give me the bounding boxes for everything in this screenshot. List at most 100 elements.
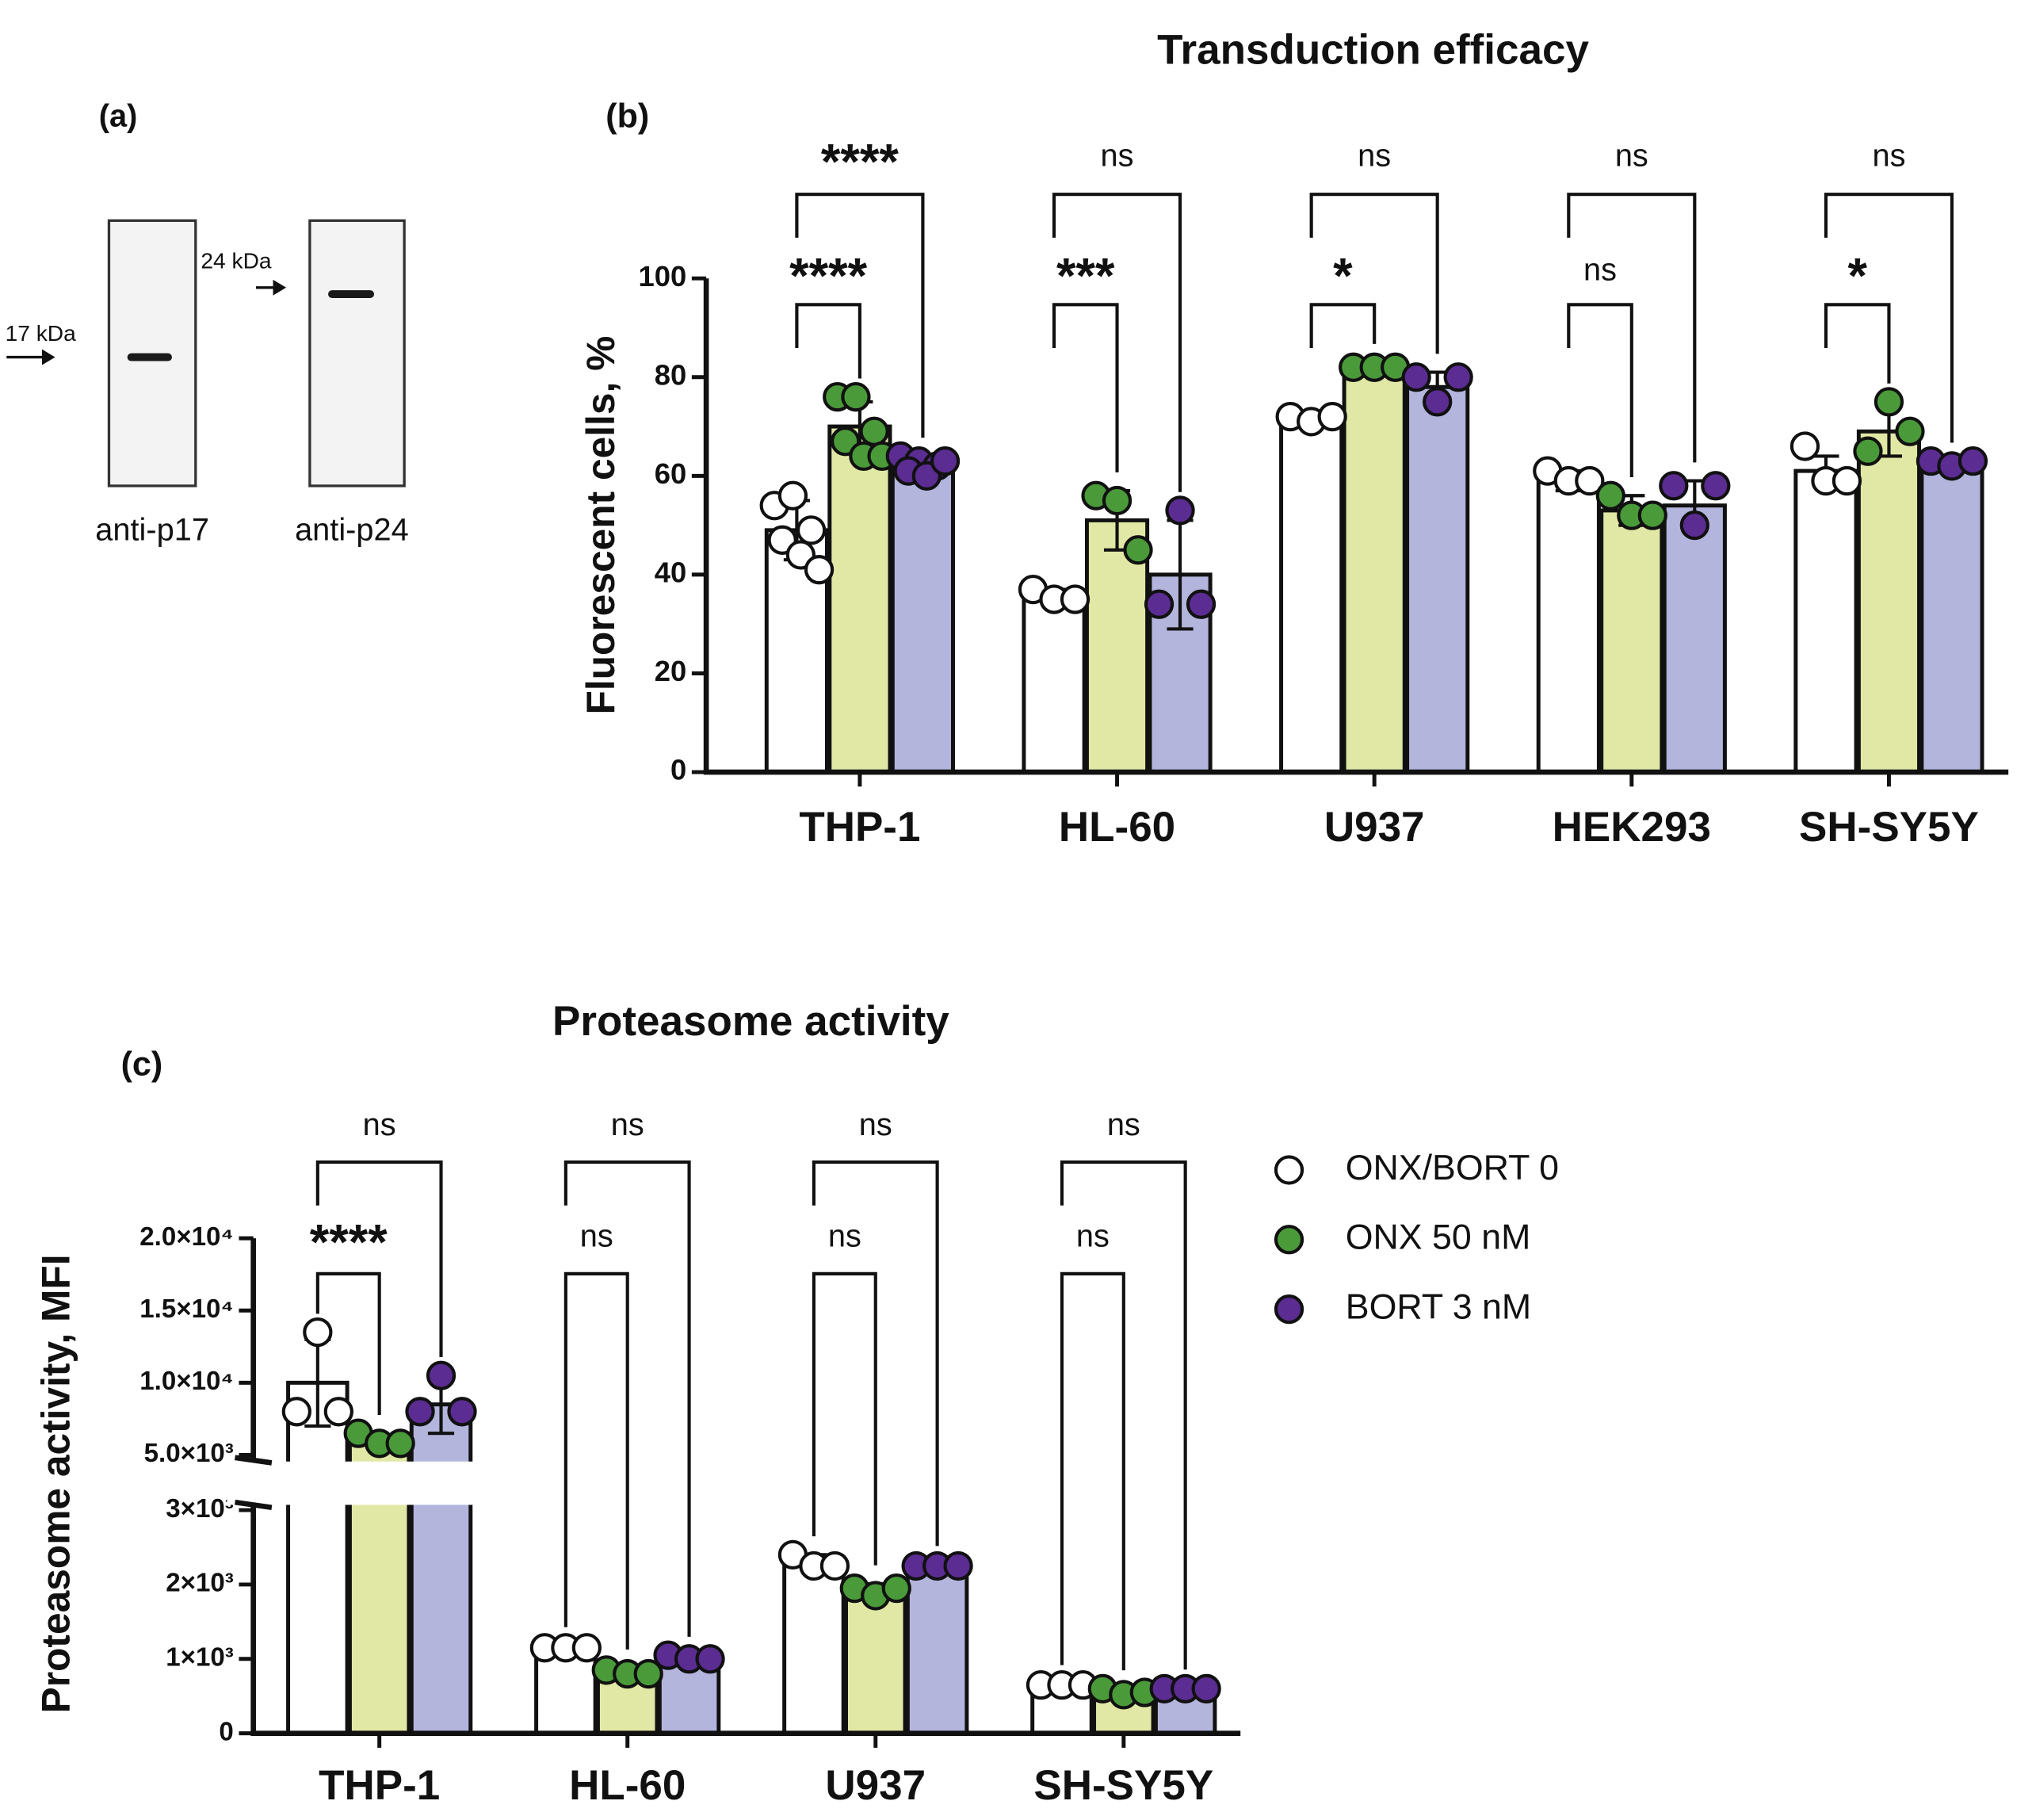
- bar: [890, 464, 955, 774]
- y-tick-label: 40: [655, 556, 687, 589]
- antibody-label: anti-p24: [295, 512, 409, 547]
- marker-label: 17 kDa: [6, 321, 77, 346]
- panel-label: (b): [605, 97, 649, 135]
- x-tick-label: HL-60: [1059, 804, 1175, 851]
- panel-a: (a) 17 kDa anti-p17 24 kDa anti-p24: [6, 99, 409, 548]
- significance-bracket: [315, 1160, 443, 1358]
- data-point: [1317, 401, 1347, 432]
- legend-label: ONX 50 nM: [1346, 1218, 1531, 1257]
- data-point: [1191, 1673, 1221, 1703]
- arrow-head: [273, 279, 287, 296]
- chart: Transduction efficacy (b) Fluorescent cell…: [579, 26, 2009, 851]
- bar: [1599, 508, 1664, 774]
- y-tick-label: 1×10³: [166, 1643, 234, 1673]
- significance-label: ns: [1101, 138, 1134, 173]
- y-tick-label: 60: [655, 457, 687, 490]
- bar: [827, 424, 892, 774]
- significance-label: *: [1847, 248, 1867, 304]
- data-point: [1895, 416, 1925, 446]
- significance-label: ****: [789, 248, 867, 304]
- data-point: [1186, 589, 1217, 619]
- data-point: [1679, 510, 1709, 541]
- data-point: [1831, 465, 1862, 496]
- significance-bracket: [563, 1271, 629, 1650]
- chart: Proteasome activity (c) Proteasome activit…: [34, 998, 1559, 1809]
- significance-bracket: [812, 1271, 877, 1566]
- y-tick-label: 2×10³: [166, 1569, 234, 1598]
- significance-label: ns: [1872, 138, 1905, 173]
- legend-label: BORT 3 nM: [1346, 1287, 1531, 1326]
- significance-label: ns: [580, 1219, 613, 1254]
- bar: [1793, 468, 1858, 774]
- bar: [1536, 479, 1601, 774]
- data-point: [1123, 535, 1153, 565]
- data-point: [633, 1658, 663, 1689]
- x-tick-label: U937: [1324, 804, 1425, 851]
- significance-bracket: [1309, 303, 1377, 348]
- significance-label: ns: [363, 1107, 396, 1142]
- data-point: [1060, 584, 1090, 614]
- data-point: [1595, 480, 1625, 510]
- blot-strip: [308, 219, 406, 488]
- significance-label: ns: [828, 1219, 861, 1254]
- data-point: [1853, 436, 1883, 466]
- x-tick-label: THP-1: [319, 1762, 440, 1809]
- significance-bracket: [1060, 1160, 1187, 1670]
- legend-marker: [1274, 1155, 1304, 1185]
- data-point: [1659, 471, 1689, 501]
- significance-bracket: [812, 1160, 939, 1547]
- data-point: [1102, 485, 1132, 516]
- significance-label: ns: [611, 1107, 644, 1142]
- significance-label: ns: [1358, 138, 1391, 173]
- bar: [1856, 429, 1922, 774]
- significance-label: ns: [1583, 252, 1617, 287]
- data-point: [804, 555, 835, 585]
- chart-title: Transduction efficacy: [1157, 26, 1589, 73]
- data-point: [1443, 362, 1473, 392]
- significance-bracket: [563, 1160, 691, 1637]
- legend-label: ONX/BORT 0: [1346, 1149, 1559, 1187]
- data-point: [571, 1633, 602, 1663]
- data-point: [323, 1397, 353, 1427]
- significance-label: *: [1333, 248, 1353, 304]
- data-point: [1958, 446, 1988, 476]
- significance-bracket: [315, 1271, 381, 1415]
- data-point: [1144, 589, 1175, 619]
- y-tick-label: 0: [219, 1717, 233, 1746]
- bar: [409, 1402, 473, 1736]
- significance-bracket: [1824, 303, 1891, 384]
- significance-label: ***: [1056, 248, 1115, 304]
- data-point: [1401, 362, 1431, 392]
- x-tick-label: HL-60: [569, 1762, 686, 1809]
- bar: [905, 1563, 969, 1736]
- y-tick-label: 3×10³: [166, 1494, 234, 1524]
- data-point: [447, 1397, 477, 1427]
- significance-bracket: [1309, 193, 1439, 354]
- data-point: [1165, 495, 1195, 526]
- arrow-head: [42, 349, 55, 365]
- bar: [1405, 384, 1470, 774]
- x-tick-label: SH-SY5Y: [1799, 804, 1979, 851]
- panel-label: (c): [121, 1046, 163, 1084]
- marker-label: 24 kDa: [201, 249, 272, 273]
- significance-bracket: [795, 303, 861, 379]
- y-tick-label: 2.0×10⁴: [139, 1222, 234, 1252]
- significance-bracket: [1567, 193, 1697, 463]
- y-axis-label: Fluorescent cells, %: [579, 336, 623, 715]
- data-point: [796, 515, 827, 545]
- bar: [1662, 503, 1727, 774]
- data-point: [943, 1550, 973, 1581]
- axis-break-mark: [235, 1499, 273, 1511]
- data-point: [385, 1428, 415, 1459]
- y-tick-label: 100: [638, 260, 686, 292]
- data-point: [695, 1644, 725, 1674]
- y-tick-label: 1.0×10⁴: [139, 1367, 234, 1396]
- axis-break-gap: [227, 1461, 1241, 1505]
- bar: [286, 1380, 349, 1736]
- significance-label: ns: [859, 1107, 892, 1142]
- data-point: [281, 1397, 311, 1427]
- panel-label: (a): [99, 99, 138, 134]
- x-tick-label: SH-SY5Y: [1033, 1762, 1213, 1809]
